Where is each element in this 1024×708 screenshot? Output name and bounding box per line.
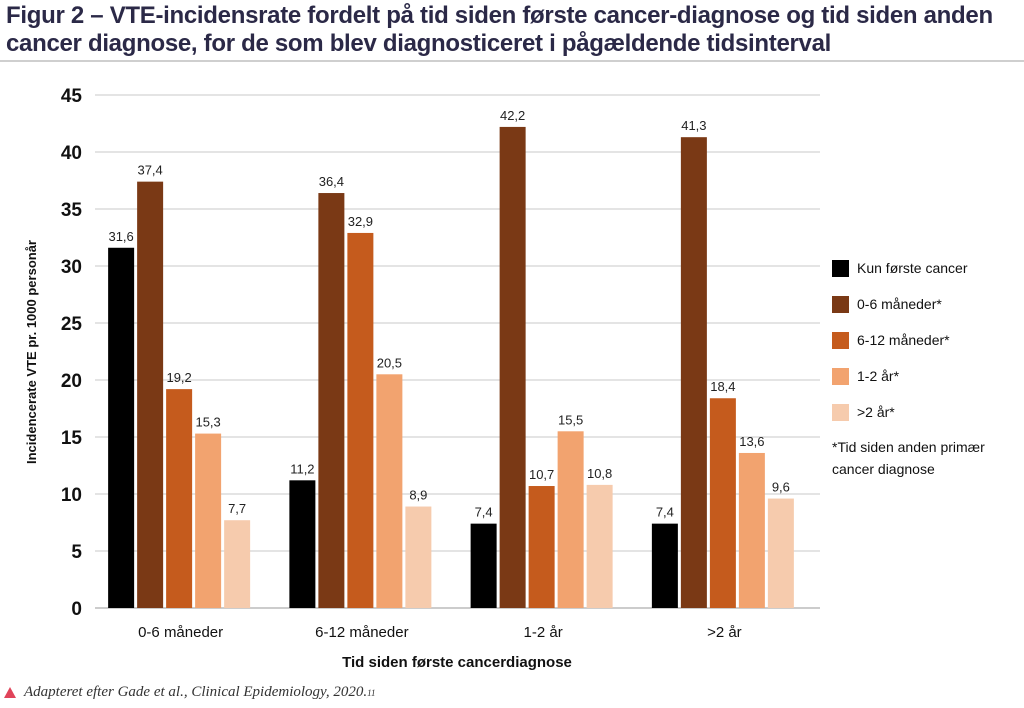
legend-footnote: *Tid siden anden primær cancer diagnose <box>832 439 985 477</box>
y-tick-label: 25 <box>61 314 83 335</box>
bar <box>470 523 497 608</box>
source-citation: Adapteret efter Gade et al., Clinical Ep… <box>4 684 375 701</box>
data-label: 11,2 <box>290 461 314 476</box>
bar <box>651 523 678 608</box>
y-tick-label: 5 <box>71 542 82 563</box>
x-axis-title: Tid siden første cancerdiagnose <box>342 654 572 671</box>
triangle-logo-icon <box>4 687 16 698</box>
y-tick-label: 0 <box>71 599 82 620</box>
data-label: 15,5 <box>558 412 583 427</box>
legend-item: >2 år* <box>832 394 1022 430</box>
x-tick-label: 1-2 år <box>524 624 563 641</box>
data-label: 41,3 <box>681 118 706 133</box>
legend-swatch <box>832 367 849 385</box>
legend: Kun første cancer 0-6 måneder* 6-12 månede… <box>832 250 1022 480</box>
data-label: 42,2 <box>500 108 525 123</box>
bar <box>767 498 794 608</box>
legend-swatch <box>832 259 849 277</box>
y-tick-label: 45 <box>61 86 83 107</box>
y-axis-title: Incidencerate VTE pr. 1000 personår <box>24 240 39 464</box>
bar <box>709 398 736 608</box>
y-tick-label: 10 <box>61 485 82 506</box>
data-label: 36,4 <box>319 174 344 189</box>
data-label: 19,2 <box>166 370 191 385</box>
bar <box>405 506 432 608</box>
bar <box>166 389 193 608</box>
data-label: 8,9 <box>409 488 427 503</box>
legend-item: 1-2 år* <box>832 358 1022 394</box>
legend-label: 6-12 måneder* <box>857 332 950 348</box>
x-tick-label: >2 år <box>707 624 742 641</box>
y-tick-label: 15 <box>61 428 83 449</box>
x-tick-label: 0-6 måneder <box>138 624 223 641</box>
source-text: Adapteret efter Gade et al., Clinical Ep… <box>24 684 368 700</box>
legend-label: 0-6 måneder* <box>857 296 942 312</box>
y-tick-label: 40 <box>61 143 82 164</box>
data-label: 18,4 <box>710 379 735 394</box>
title-divider <box>0 60 1024 62</box>
bar <box>528 486 555 608</box>
data-label: 7,4 <box>475 505 493 520</box>
legend-item: 0-6 måneder* <box>832 286 1022 322</box>
legend-label: 1-2 år* <box>857 368 900 384</box>
data-label: 10,8 <box>587 466 612 481</box>
data-label: 15,3 <box>195 415 220 430</box>
data-label: 10,7 <box>529 467 554 482</box>
bar <box>318 193 345 609</box>
data-label: 20,5 <box>377 355 402 370</box>
legend-item: Kun første cancer <box>832 250 1022 286</box>
bar <box>347 232 374 608</box>
bar <box>738 452 765 608</box>
y-tick-label: 35 <box>61 200 83 221</box>
bar <box>499 126 526 609</box>
bar <box>680 137 707 608</box>
legend-swatch <box>832 295 849 313</box>
y-tick-label: 20 <box>61 371 82 392</box>
bar <box>586 484 613 608</box>
bar <box>108 247 135 608</box>
legend-label: >2 år* <box>857 404 895 420</box>
legend-swatch <box>832 331 849 349</box>
legend-item: 6-12 måneder* <box>832 322 1022 358</box>
bar <box>224 520 251 608</box>
bar <box>557 431 584 608</box>
legend-swatch <box>832 403 849 421</box>
bar <box>137 181 164 608</box>
data-label: 31,6 <box>108 229 133 244</box>
source-superscript: 11 <box>367 687 376 698</box>
x-tick-label: 6-12 måneder <box>315 624 408 641</box>
bar <box>195 433 222 608</box>
y-tick-label: 30 <box>61 257 82 278</box>
data-label: 32,9 <box>348 214 373 229</box>
data-label: 7,4 <box>656 505 674 520</box>
data-label: 9,6 <box>772 480 790 495</box>
bar <box>289 480 316 608</box>
figure-title: Figur 2 – VTE-incidensrate fordelt på ti… <box>6 2 993 57</box>
data-label: 13,6 <box>739 434 764 449</box>
legend-label: Kun første cancer <box>857 260 968 276</box>
data-label: 37,4 <box>137 163 162 178</box>
bar <box>376 374 403 608</box>
data-label: 7,7 <box>228 501 246 516</box>
